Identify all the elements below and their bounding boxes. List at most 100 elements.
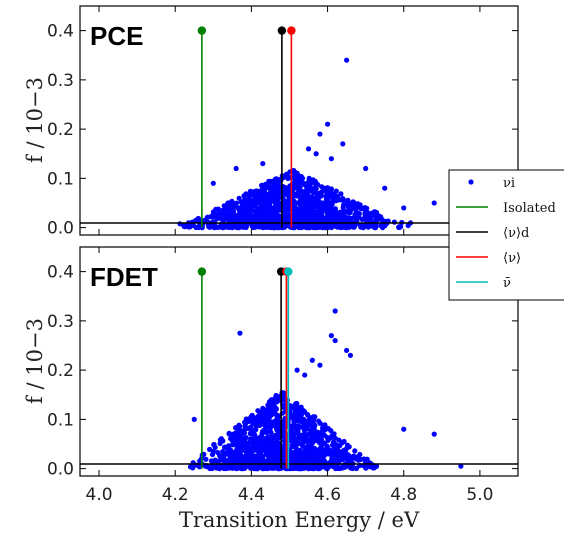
data-point — [192, 417, 197, 422]
data-point — [375, 217, 380, 222]
x-tick-label: 4.0 — [86, 485, 113, 505]
panel-label: PCE — [90, 21, 143, 51]
data-point — [340, 440, 345, 445]
y-tick-label: 0.1 — [47, 410, 74, 430]
data-point — [382, 186, 387, 191]
legend-label: ⟨ν⟩d — [503, 226, 529, 241]
data-point — [196, 216, 201, 221]
data-point — [269, 430, 274, 435]
data-point — [230, 451, 235, 456]
data-point — [311, 450, 316, 455]
data-point — [228, 223, 233, 228]
data-point — [315, 433, 320, 438]
data-point — [316, 217, 321, 222]
data-point — [262, 444, 267, 449]
data-point — [348, 353, 353, 358]
data-point — [267, 422, 272, 427]
data-point — [328, 448, 333, 453]
legend-marker — [468, 179, 473, 184]
data-point — [302, 372, 307, 377]
data-point — [238, 441, 243, 446]
stem-marker — [284, 267, 292, 275]
data-point — [329, 156, 334, 161]
data-point — [225, 201, 230, 206]
data-point — [363, 166, 368, 171]
x-axis-title: Transition Energy / eV — [179, 508, 420, 532]
data-point — [260, 161, 265, 166]
data-point — [314, 186, 319, 191]
data-point — [211, 181, 216, 186]
data-point — [259, 210, 264, 215]
data-point — [341, 202, 346, 207]
data-point — [317, 131, 322, 136]
data-point — [359, 206, 364, 211]
data-point — [325, 196, 330, 201]
data-point — [321, 464, 326, 469]
data-point — [392, 220, 397, 225]
data-point — [252, 215, 257, 220]
data-point — [248, 209, 253, 214]
data-point — [304, 225, 309, 230]
data-point — [291, 433, 296, 438]
data-point — [261, 414, 266, 419]
data-point — [346, 210, 351, 215]
data-point — [340, 216, 345, 221]
data-point — [222, 452, 227, 457]
data-point — [286, 206, 291, 211]
data-point — [316, 419, 321, 424]
data-point — [292, 418, 297, 423]
data-point — [240, 455, 245, 460]
data-point — [292, 171, 297, 176]
data-point — [357, 452, 362, 457]
data-point — [186, 221, 191, 226]
data-point — [249, 189, 254, 194]
stem-marker — [198, 26, 206, 34]
data-point — [319, 200, 324, 205]
data-point — [332, 441, 337, 446]
legend-label: Isolated — [503, 201, 556, 216]
data-point — [253, 442, 258, 447]
data-point — [259, 216, 264, 221]
data-point — [319, 211, 324, 216]
data-point — [316, 448, 321, 453]
data-point — [242, 448, 247, 453]
data-point — [260, 183, 265, 188]
data-point — [309, 428, 314, 433]
data-point — [213, 445, 218, 450]
data-point — [236, 212, 241, 217]
scatter-points — [188, 308, 464, 471]
data-point — [236, 447, 241, 452]
data-point — [261, 225, 266, 230]
data-point — [254, 423, 259, 428]
data-point — [248, 204, 253, 209]
data-point — [401, 205, 406, 210]
data-point — [308, 438, 313, 443]
data-point — [339, 225, 344, 230]
data-point — [351, 200, 356, 205]
data-point — [271, 455, 276, 460]
data-point — [329, 192, 334, 197]
y-tick-label: 0.4 — [47, 22, 74, 42]
legend: νiIsolated⟨ν⟩d⟨ν⟩ν̄ — [449, 170, 564, 300]
data-point — [344, 58, 349, 63]
data-point — [297, 433, 302, 438]
data-point — [260, 455, 265, 460]
stem-marker — [278, 26, 286, 34]
data-point — [212, 225, 217, 230]
panel-fdet: 0.00.10.20.30.4 FDET f / 10−3 — [23, 247, 518, 480]
legend-label: ν̄ — [503, 276, 511, 291]
data-point — [351, 225, 356, 230]
data-point — [299, 451, 304, 456]
data-point — [293, 401, 298, 406]
data-point — [333, 308, 338, 313]
data-point — [333, 338, 338, 343]
data-point — [272, 209, 277, 214]
data-point — [268, 191, 273, 196]
data-point — [299, 209, 304, 214]
stem-marker — [287, 26, 295, 34]
data-point — [326, 426, 331, 431]
x-tick-label: 4.2 — [162, 485, 189, 505]
data-point — [294, 442, 299, 447]
data-point — [251, 200, 256, 205]
data-point — [319, 432, 324, 437]
